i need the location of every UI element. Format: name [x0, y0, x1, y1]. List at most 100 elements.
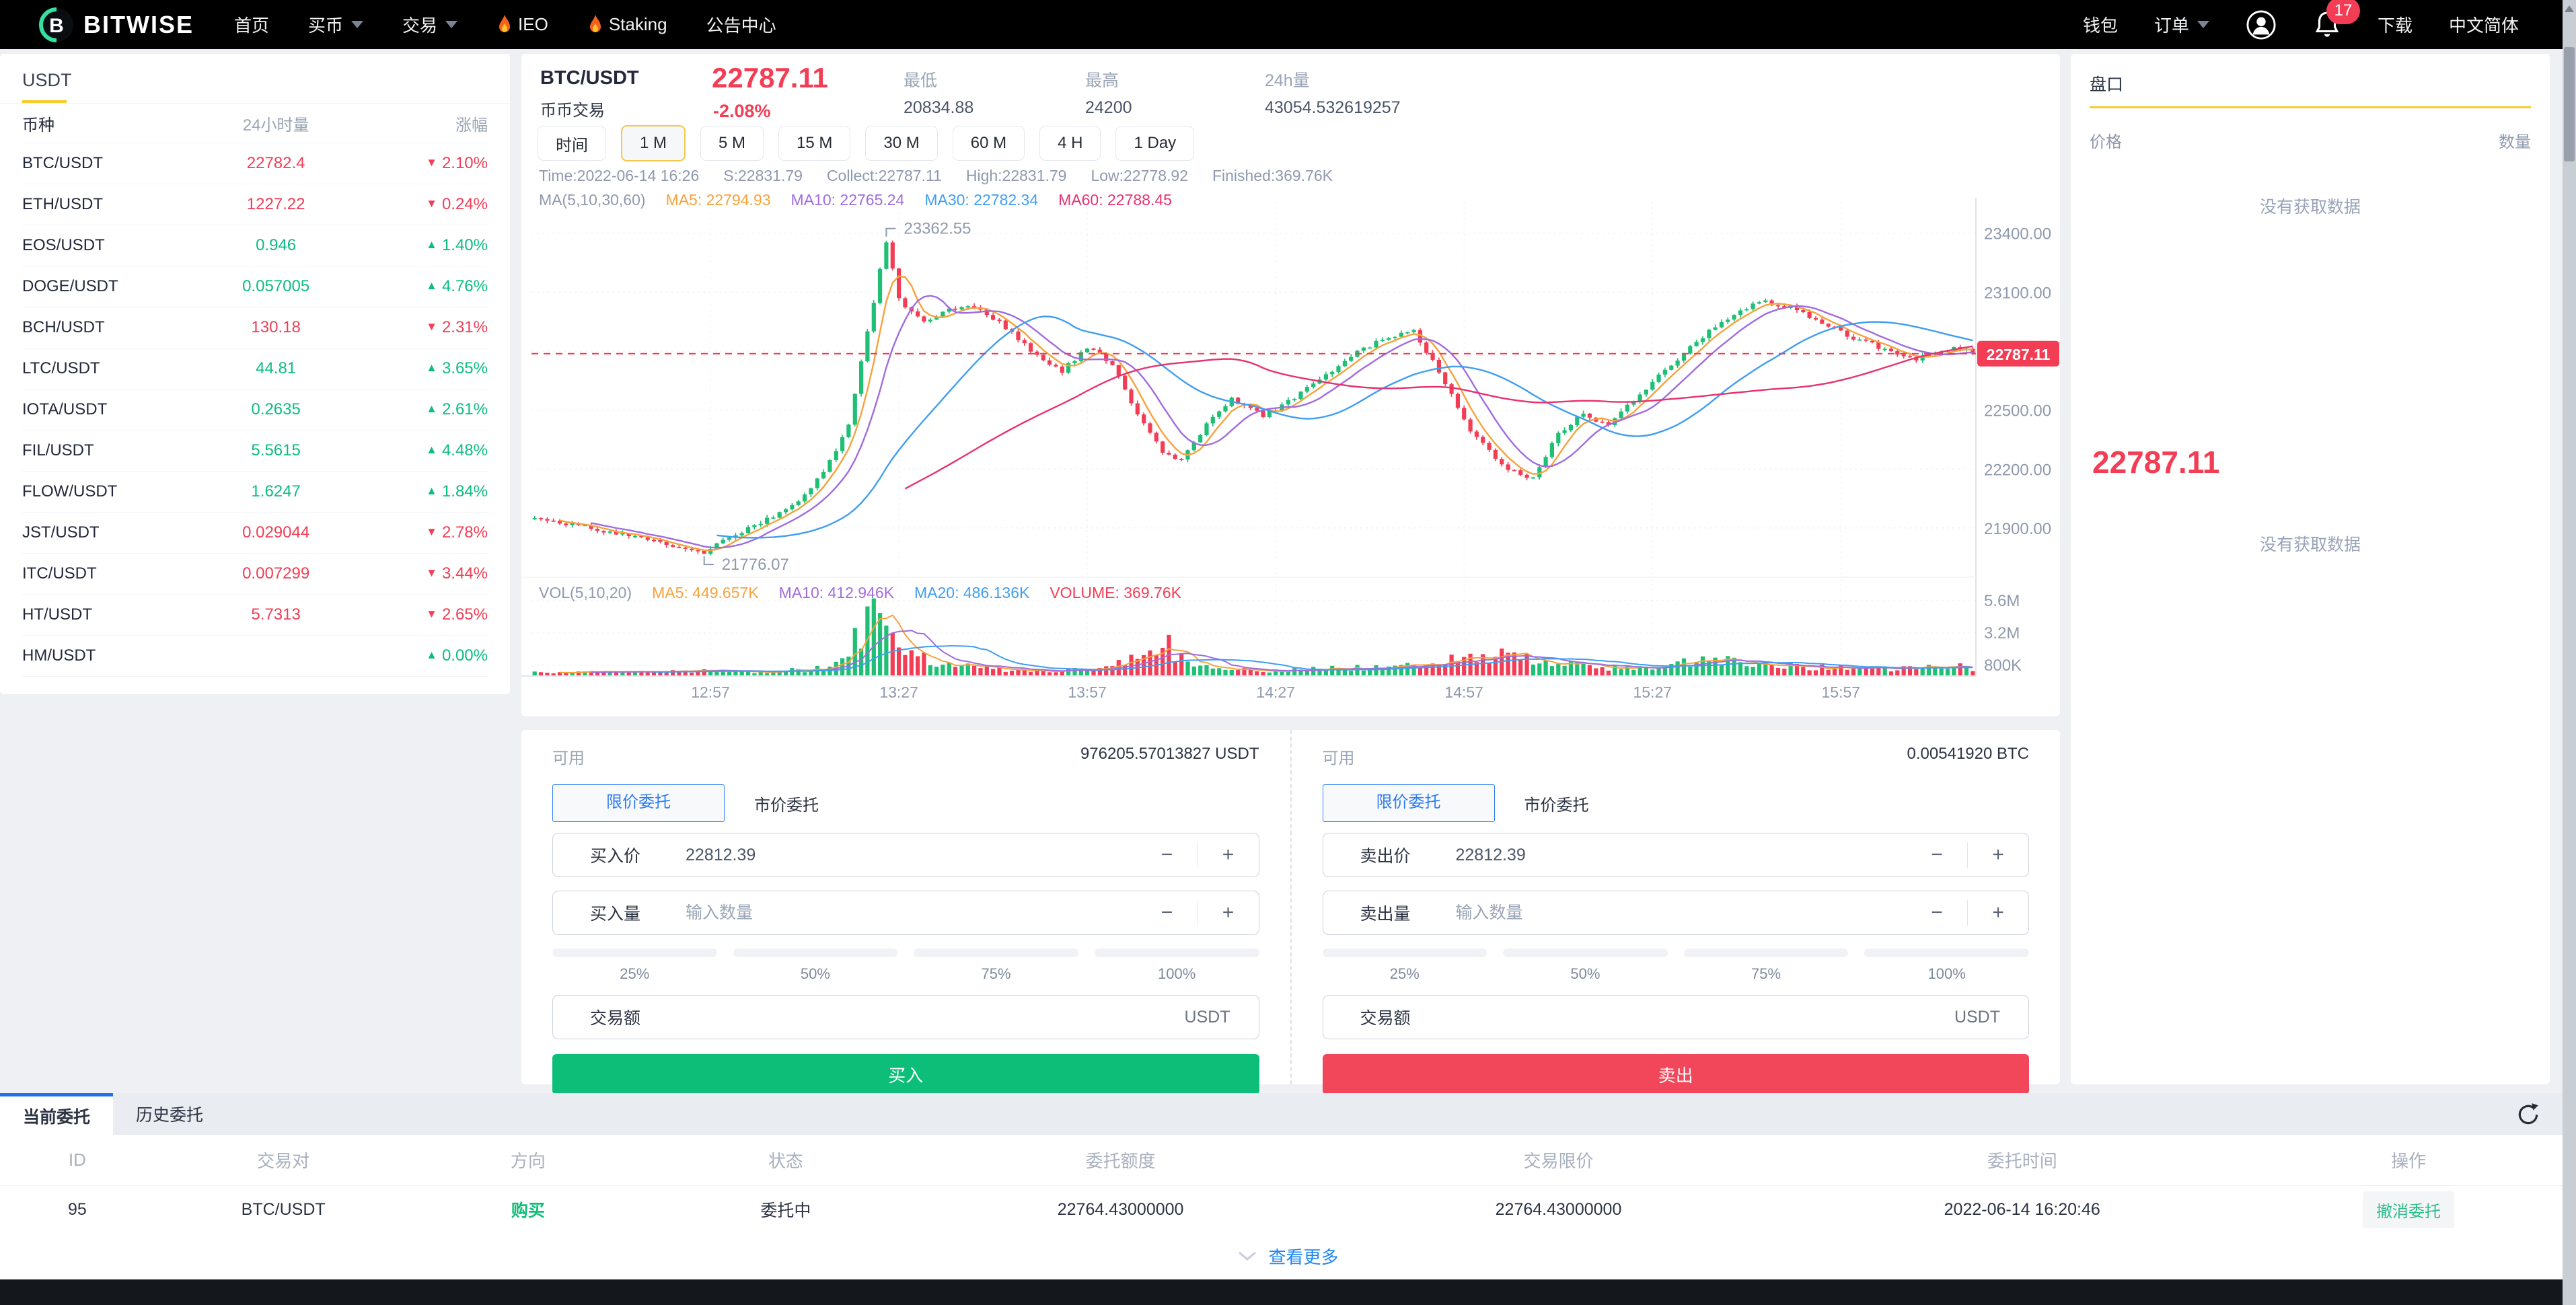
list-item[interactable]: LTC/USDT 44.81 ▲ 3.65%	[22, 348, 488, 389]
interval-1m[interactable]: 1 M	[621, 125, 686, 161]
percent-100[interactable]: 100%	[1094, 948, 1259, 983]
tab-current-orders[interactable]: 当前委托	[0, 1093, 114, 1135]
list-item[interactable]: EOS/USDT 0.946 ▲ 1.40%	[22, 225, 488, 266]
watchlist-tab-usdt[interactable]: USDT	[22, 54, 72, 103]
interval-30m[interactable]: 30 M	[865, 126, 938, 161]
tab-market-order[interactable]: 市价委托	[754, 796, 819, 815]
interval-4h[interactable]: 4 H	[1039, 126, 1101, 161]
list-item[interactable]: JST/USDT 0.029044 ▼ 2.78%	[22, 513, 488, 554]
svg-text:21776.07: 21776.07	[722, 556, 789, 574]
list-item[interactable]: HT/USDT 5.7313 ▼ 2.65%	[22, 595, 488, 636]
order-book-underline	[2090, 106, 2531, 108]
buy-total-input[interactable]	[684, 1006, 1185, 1028]
scrollbar-thumb[interactable]	[2564, 47, 2575, 161]
tab-market-order[interactable]: 市价委托	[1524, 796, 1589, 815]
nav-item-ieo[interactable]: IEO	[496, 14, 548, 35]
interval-label-button[interactable]: 时间	[538, 126, 606, 161]
list-item[interactable]: BCH/USDT 130.18 ▼ 2.31%	[22, 307, 488, 348]
high-value: 24200	[1085, 98, 1132, 117]
list-item[interactable]: DOGE/USDT 0.057005 ▲ 4.76%	[22, 266, 488, 307]
decrement-button[interactable]: −	[1161, 901, 1173, 924]
notification-badge: 17	[2326, 0, 2360, 24]
svg-text:22200.00: 22200.00	[1984, 461, 2051, 479]
buy-price-input[interactable]	[684, 844, 1137, 866]
buy-amount-input[interactable]	[684, 902, 1137, 924]
vertical-scrollbar[interactable]	[2563, 0, 2576, 1305]
buy-button[interactable]: 买入	[552, 1054, 1259, 1094]
col-header-pair: 币种	[22, 116, 54, 135]
pair-change: ▲ 4.48%	[426, 441, 488, 459]
pair-change: ▼ 2.31%	[426, 318, 488, 336]
pair-volume: 44.81	[256, 359, 297, 377]
pair-name: ETH/USDT	[22, 195, 103, 213]
wallet-link[interactable]: 钱包	[2082, 15, 2118, 36]
list-item[interactable]: ITC/USDT 0.007299 ▼ 3.44%	[22, 554, 488, 595]
pair-change: ▼ 2.10%	[426, 154, 488, 172]
download-link[interactable]: 下载	[2377, 15, 2413, 36]
scroll-up-arrow[interactable]	[2565, 5, 2574, 12]
tab-history-orders[interactable]: 历史委托	[136, 1106, 204, 1125]
tab-limit-order[interactable]: 限价委托	[1322, 784, 1495, 822]
nav-item-announcements[interactable]: 公告中心	[706, 15, 776, 36]
orders-tab-bar: 当前委托 历史委托	[0, 1093, 2576, 1135]
sell-percent-selector: 25% 50% 75% 100%	[1322, 948, 2029, 983]
list-item[interactable]: ETH/USDT 1227.22 ▼ 0.24%	[22, 184, 488, 225]
notifications-button[interactable]: 17	[2313, 0, 2360, 40]
tab-limit-order[interactable]: 限价委托	[552, 784, 725, 822]
increment-button[interactable]: +	[1222, 844, 1235, 866]
orders-menu[interactable]: 订单	[2154, 12, 2209, 37]
triangle-down-icon: ▼	[426, 525, 437, 538]
nav-item-home[interactable]: 首页	[234, 15, 270, 36]
candle-info-legend: Time:2022-06-14 16:26 S:22831.79 Collect:…	[539, 167, 1333, 184]
list-item[interactable]: FIL/USDT 5.5615 ▲ 4.48%	[22, 431, 488, 472]
list-item[interactable]: BTC/USDT 22782.4 ▼ 2.10%	[22, 143, 488, 184]
percent-50[interactable]: 50%	[733, 948, 898, 983]
list-item[interactable]: HM/USDT ▲ 0.00%	[22, 636, 488, 677]
percent-75[interactable]: 75%	[1683, 948, 1849, 983]
pair-name: FLOW/USDT	[22, 482, 118, 500]
interval-5m[interactable]: 5 M	[700, 126, 764, 161]
sell-button[interactable]: 卖出	[1322, 1054, 2029, 1094]
trade-panel: 可用 976205.57013827 USDT 限价委托 市价委托 买入价 − …	[521, 730, 2060, 1094]
svg-text:23362.55: 23362.55	[904, 220, 971, 238]
interval-toolbar: 时间 1 M 5 M 15 M 30 M 60 M 4 H 1 Day	[538, 125, 1195, 161]
interval-15m[interactable]: 15 M	[778, 126, 851, 161]
percent-25[interactable]: 25%	[1322, 948, 1487, 983]
divider	[1967, 900, 1968, 926]
percent-75[interactable]: 75%	[914, 948, 1078, 983]
list-item[interactable]: IOTA/USDT 0.2635 ▲ 2.61%	[22, 389, 488, 431]
interval-60m[interactable]: 60 M	[952, 126, 1025, 161]
pair-volume: 0.029044	[242, 523, 310, 542]
decrement-button[interactable]: −	[1931, 844, 1943, 866]
nav-item-staking[interactable]: Staking	[587, 14, 667, 35]
interval-1day[interactable]: 1 Day	[1115, 126, 1195, 161]
decrement-button[interactable]: −	[1161, 844, 1173, 866]
list-item[interactable]: FLOW/USDT 1.6247 ▲ 1.84%	[22, 472, 488, 513]
refresh-icon	[2518, 1103, 2538, 1125]
svg-text:5.6M: 5.6M	[1984, 592, 2020, 610]
buy-price-label: 买入价	[590, 847, 641, 866]
brand-logo[interactable]: B BITWISE	[39, 7, 194, 42]
sell-total-input[interactable]	[1454, 1006, 1954, 1028]
increment-button[interactable]: +	[1222, 901, 1235, 924]
language-selector[interactable]: 中文简体	[2448, 15, 2519, 36]
account-button[interactable]	[2246, 9, 2277, 40]
candlestick-chart[interactable]: 23400.0023100.0022800.0022500.0022200.00…	[521, 54, 2060, 716]
cancel-order-button[interactable]: 撤消委托	[2363, 1191, 2455, 1228]
decrement-button[interactable]: −	[1931, 901, 1943, 924]
svg-text:22787.11: 22787.11	[1987, 346, 2051, 363]
percent-25[interactable]: 25%	[552, 948, 717, 983]
nav-item-buy[interactable]: 买币	[308, 12, 364, 37]
svg-text:22500.00: 22500.00	[1984, 402, 2051, 420]
nav-item-trade[interactable]: 交易	[402, 12, 458, 37]
percent-100[interactable]: 100%	[1864, 948, 2029, 983]
pair-change: ▲ 4.76%	[426, 277, 488, 295]
sell-amount-input[interactable]	[1454, 902, 1907, 924]
order-id: 95	[67, 1199, 87, 1219]
percent-50[interactable]: 50%	[1503, 948, 1668, 983]
increment-button[interactable]: +	[1992, 844, 2004, 866]
sell-price-input[interactable]	[1454, 844, 1907, 866]
view-more-link[interactable]: 查看更多	[0, 1233, 2576, 1279]
refresh-button[interactable]	[2515, 1102, 2541, 1131]
increment-button[interactable]: +	[1992, 901, 2004, 924]
